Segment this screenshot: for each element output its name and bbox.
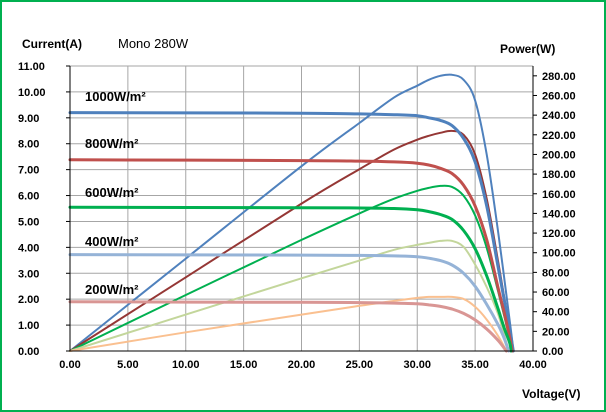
y2-tick-label: 120.00	[542, 228, 576, 240]
x-tick-label: 40.00	[519, 359, 547, 371]
y2-axis-title: Power(W)	[500, 42, 555, 56]
x-tick-label: 10.00	[172, 359, 200, 371]
label-800: 800W/m²	[85, 136, 139, 151]
y-tick-label: 3.00	[18, 268, 39, 280]
current-curve-1000	[68, 111, 515, 353]
y2-tick-label: 80.00	[542, 267, 570, 279]
x-tick-label: 35.00	[461, 359, 489, 371]
y-axis-title: Current(A)	[22, 37, 82, 51]
x-tick-label: 25.00	[346, 359, 374, 371]
y2-tick-label: 200.00	[542, 149, 576, 161]
tick-labels: 0.00 5.00 10.00 15.00 20.00 25.00 30.00 35.00 40…	[18, 61, 576, 371]
x-tick-label: 5.00	[117, 359, 138, 371]
x-tick-label: 0.00	[59, 359, 80, 371]
y2-tick-label: 100.00	[542, 248, 576, 260]
label-200: 200W/m²	[85, 282, 139, 297]
y-tick-label: 8.00	[18, 139, 39, 151]
x-axis-title: Voltage(V)	[522, 387, 580, 401]
y-tick-label: 10.00	[18, 87, 46, 99]
y2-tick-label: 260.00	[542, 90, 576, 102]
x-tick-label: 15.00	[230, 359, 258, 371]
y2-tick-label: 140.00	[542, 208, 576, 220]
label-1000: 1000W/m²	[85, 89, 146, 104]
y-tick-label: 0.00	[18, 346, 39, 358]
current-curve-400	[68, 253, 511, 353]
y-tick-label: 2.00	[18, 294, 39, 306]
y2-tick-label: 280.00	[542, 71, 576, 83]
y2-tick-label: 220.00	[542, 130, 576, 142]
power-curve-400	[69, 239, 510, 352]
y2-tick-label: 160.00	[542, 189, 576, 201]
y2-tick-label: 0.00	[542, 346, 563, 358]
y-tick-label: 11.00	[18, 61, 45, 73]
y-tick-label: 9.00	[18, 113, 39, 125]
y2-tick-label: 240.00	[542, 110, 576, 122]
x-tick-label: 30.00	[403, 359, 431, 371]
y-tick-label: 5.00	[18, 216, 39, 228]
label-600: 600W/m²	[85, 185, 139, 200]
y2-tick-label: 60.00	[542, 287, 570, 299]
power-curve-1000	[69, 73, 515, 352]
current-curve-600	[68, 205, 513, 353]
current-curve-200	[68, 300, 508, 353]
y2-tick-label: 20.00	[542, 326, 570, 338]
axes	[66, 65, 537, 352]
current-curve-800	[68, 158, 514, 353]
y-tick-label: 1.00	[18, 320, 39, 332]
label-400: 400W/m²	[85, 234, 139, 249]
y-tick-label: 6.00	[18, 191, 39, 203]
chart-subtitle: Mono 280W	[118, 36, 189, 51]
y2-tick-label: 180.00	[542, 169, 576, 181]
y-tick-label: 7.00	[18, 165, 39, 177]
y2-tick-label: 40.00	[542, 307, 570, 319]
power-curve-200	[69, 295, 508, 352]
series-layer	[68, 73, 515, 353]
y-tick-label: 4.00	[18, 242, 39, 254]
x-tick-label: 20.00	[288, 359, 316, 371]
